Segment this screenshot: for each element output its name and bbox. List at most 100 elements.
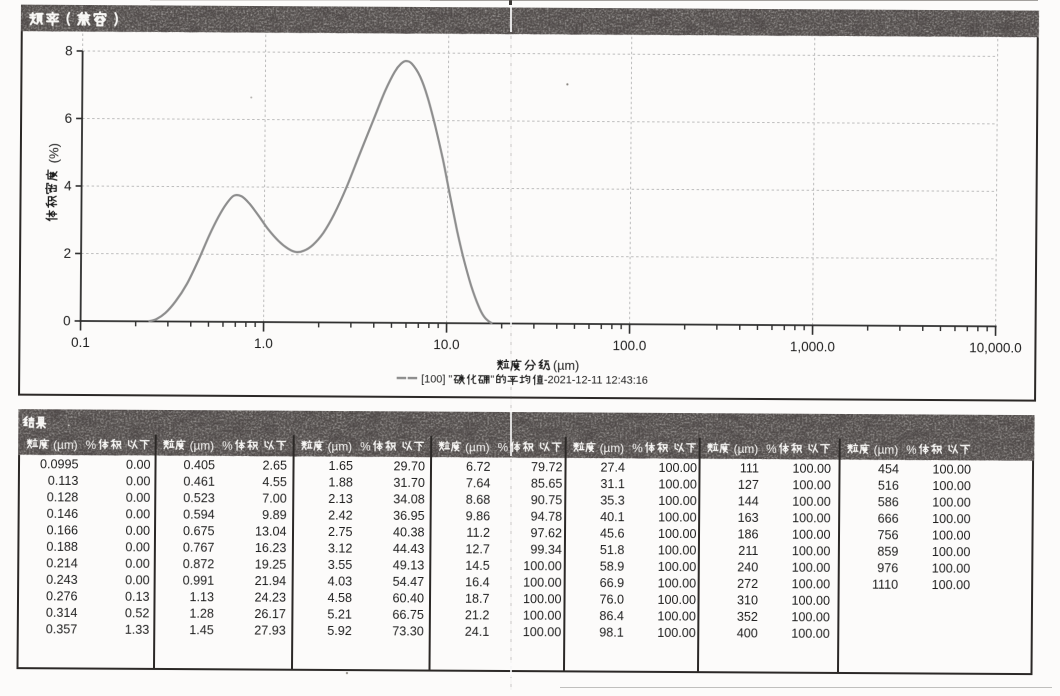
svg-text:99.34: 99.34 bbox=[530, 543, 562, 557]
svg-text:4.58: 4.58 bbox=[327, 591, 352, 605]
svg-text:%: % bbox=[766, 442, 777, 456]
svg-text:127: 127 bbox=[738, 478, 759, 492]
svg-text:0.0995: 0.0995 bbox=[40, 457, 79, 471]
svg-text:272: 272 bbox=[737, 577, 758, 591]
svg-text:8.68: 8.68 bbox=[466, 493, 491, 507]
svg-text:19.25: 19.25 bbox=[255, 558, 287, 572]
svg-text:0.00: 0.00 bbox=[126, 507, 151, 521]
svg-text:0.00: 0.00 bbox=[125, 524, 150, 538]
svg-text:0.00: 0.00 bbox=[126, 458, 151, 472]
svg-text:45.6: 45.6 bbox=[600, 527, 625, 541]
svg-text:13.04: 13.04 bbox=[255, 525, 287, 539]
svg-text:0.1: 0.1 bbox=[71, 335, 90, 350]
svg-text:(µm): (µm) bbox=[53, 438, 78, 452]
svg-text:100.00: 100.00 bbox=[792, 577, 831, 591]
svg-text:27.4: 27.4 bbox=[600, 461, 625, 475]
svg-text:1.88: 1.88 bbox=[328, 475, 353, 489]
svg-text:29.70: 29.70 bbox=[393, 459, 425, 473]
svg-text:100.00: 100.00 bbox=[523, 559, 562, 573]
svg-text:859: 859 bbox=[877, 545, 898, 559]
svg-text:0.188: 0.188 bbox=[46, 540, 78, 554]
svg-text:100.00: 100.00 bbox=[932, 562, 971, 576]
svg-text:79.72: 79.72 bbox=[531, 460, 563, 474]
svg-text:0.00: 0.00 bbox=[126, 474, 151, 488]
svg-text:100.00: 100.00 bbox=[792, 511, 831, 525]
svg-text:100.00: 100.00 bbox=[792, 544, 831, 558]
svg-text:100.00: 100.00 bbox=[932, 496, 971, 510]
svg-text:51.8: 51.8 bbox=[600, 543, 625, 557]
svg-text:976: 976 bbox=[877, 561, 898, 575]
svg-text:54.47: 54.47 bbox=[393, 575, 425, 589]
svg-text:9.86: 9.86 bbox=[466, 509, 491, 523]
svg-text:66.75: 66.75 bbox=[392, 608, 424, 622]
svg-text:4.03: 4.03 bbox=[328, 574, 353, 588]
svg-text:6: 6 bbox=[65, 111, 73, 126]
svg-text:12.7: 12.7 bbox=[465, 542, 490, 556]
svg-text:(µm): (µm) bbox=[553, 359, 579, 373]
svg-text:100.00: 100.00 bbox=[658, 576, 697, 590]
svg-text:35.3: 35.3 bbox=[600, 494, 625, 508]
svg-text:100.00: 100.00 bbox=[932, 529, 971, 543]
svg-text:100.00: 100.00 bbox=[657, 626, 696, 640]
svg-text:86.4: 86.4 bbox=[599, 609, 624, 623]
svg-text:5.92: 5.92 bbox=[327, 624, 352, 638]
svg-text:1.0: 1.0 bbox=[254, 336, 273, 351]
svg-text:0.128: 0.128 bbox=[47, 490, 79, 504]
svg-text:%: % bbox=[360, 439, 371, 453]
svg-text:0.00: 0.00 bbox=[125, 540, 150, 554]
svg-text:586: 586 bbox=[878, 495, 899, 509]
svg-text:100.00: 100.00 bbox=[658, 543, 697, 557]
svg-text:16.23: 16.23 bbox=[255, 541, 287, 555]
svg-text:85.65: 85.65 bbox=[531, 477, 563, 491]
svg-text:100.0: 100.0 bbox=[612, 338, 646, 353]
svg-text:100.00: 100.00 bbox=[932, 512, 971, 526]
svg-text:90.75: 90.75 bbox=[531, 493, 563, 507]
svg-text:98.1: 98.1 bbox=[599, 626, 624, 640]
svg-text:(%): (%) bbox=[46, 143, 61, 163]
svg-text:100.00: 100.00 bbox=[658, 461, 697, 475]
svg-text:-2021-12-11 12:43:16: -2021-12-11 12:43:16 bbox=[544, 374, 648, 387]
svg-text:0.214: 0.214 bbox=[46, 556, 78, 570]
svg-text:100.00: 100.00 bbox=[932, 479, 971, 493]
svg-text:0.594: 0.594 bbox=[183, 508, 215, 522]
svg-text:2: 2 bbox=[64, 246, 72, 261]
svg-text:310: 310 bbox=[737, 593, 758, 607]
svg-text:%: % bbox=[86, 438, 97, 452]
svg-text:(µm): (µm) bbox=[465, 440, 490, 454]
svg-text:111: 111 bbox=[740, 461, 759, 475]
svg-text:100.00: 100.00 bbox=[523, 609, 562, 623]
svg-text:94.78: 94.78 bbox=[531, 510, 563, 524]
svg-text:240: 240 bbox=[737, 560, 758, 574]
svg-text:6.72: 6.72 bbox=[466, 460, 491, 474]
svg-text:163: 163 bbox=[738, 511, 759, 525]
svg-text:100.00: 100.00 bbox=[792, 495, 831, 509]
svg-text:0.52: 0.52 bbox=[125, 606, 150, 620]
svg-text:21.2: 21.2 bbox=[465, 608, 490, 622]
svg-text:3.12: 3.12 bbox=[328, 541, 353, 555]
svg-text:100.00: 100.00 bbox=[523, 625, 562, 639]
svg-text:186: 186 bbox=[737, 527, 758, 541]
svg-text:58.9: 58.9 bbox=[600, 560, 625, 574]
svg-text:40.1: 40.1 bbox=[600, 510, 625, 524]
svg-text:10.0: 10.0 bbox=[433, 337, 459, 352]
svg-text:24.1: 24.1 bbox=[465, 625, 490, 639]
svg-text:36.95: 36.95 bbox=[393, 509, 425, 523]
svg-text:100.00: 100.00 bbox=[792, 561, 831, 575]
svg-text:7.00: 7.00 bbox=[262, 492, 287, 506]
svg-text:0.243: 0.243 bbox=[46, 573, 78, 587]
svg-text:0.314: 0.314 bbox=[46, 606, 78, 620]
svg-text:44.43: 44.43 bbox=[393, 542, 425, 556]
svg-text:144: 144 bbox=[738, 494, 759, 508]
svg-text:1.65: 1.65 bbox=[328, 459, 353, 473]
svg-text:2.42: 2.42 bbox=[328, 508, 353, 522]
svg-text:14.5: 14.5 bbox=[465, 559, 490, 573]
svg-text:100.00: 100.00 bbox=[658, 527, 697, 541]
svg-text:2.65: 2.65 bbox=[262, 459, 287, 473]
svg-text:21.94: 21.94 bbox=[255, 574, 287, 588]
svg-text:1.28: 1.28 bbox=[189, 607, 214, 621]
svg-text:66.9: 66.9 bbox=[600, 576, 625, 590]
svg-text:100.00: 100.00 bbox=[523, 592, 562, 606]
svg-text:11.2: 11.2 bbox=[466, 526, 490, 540]
svg-text:(µm): (µm) bbox=[600, 441, 625, 455]
svg-text:2.13: 2.13 bbox=[328, 492, 353, 506]
